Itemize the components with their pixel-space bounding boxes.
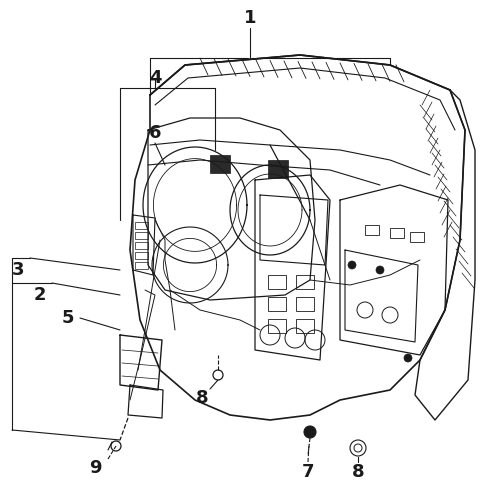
- Bar: [296, 297, 314, 311]
- Text: 2: 2: [34, 286, 46, 304]
- Bar: [296, 319, 314, 333]
- Bar: [296, 275, 314, 289]
- Text: 6: 6: [149, 124, 161, 142]
- Text: 3: 3: [12, 261, 24, 279]
- Circle shape: [404, 354, 412, 362]
- Bar: [410, 232, 424, 242]
- Circle shape: [348, 261, 356, 269]
- Text: 8: 8: [196, 389, 208, 407]
- Bar: [135, 242, 148, 249]
- Bar: [268, 160, 288, 178]
- Bar: [268, 319, 286, 333]
- Bar: [135, 232, 148, 239]
- Bar: [268, 297, 286, 311]
- Text: 1: 1: [244, 9, 256, 27]
- Text: 7: 7: [302, 463, 314, 481]
- Circle shape: [376, 266, 384, 274]
- Text: 8: 8: [352, 463, 364, 481]
- Circle shape: [304, 426, 316, 438]
- Text: 9: 9: [89, 459, 101, 477]
- Bar: [135, 252, 148, 259]
- Bar: [390, 228, 404, 238]
- Bar: [135, 222, 148, 229]
- Bar: [268, 275, 286, 289]
- Bar: [365, 225, 379, 235]
- Bar: [210, 155, 230, 173]
- Text: 4: 4: [149, 69, 161, 87]
- Text: 5: 5: [62, 309, 74, 327]
- Bar: [135, 262, 148, 269]
